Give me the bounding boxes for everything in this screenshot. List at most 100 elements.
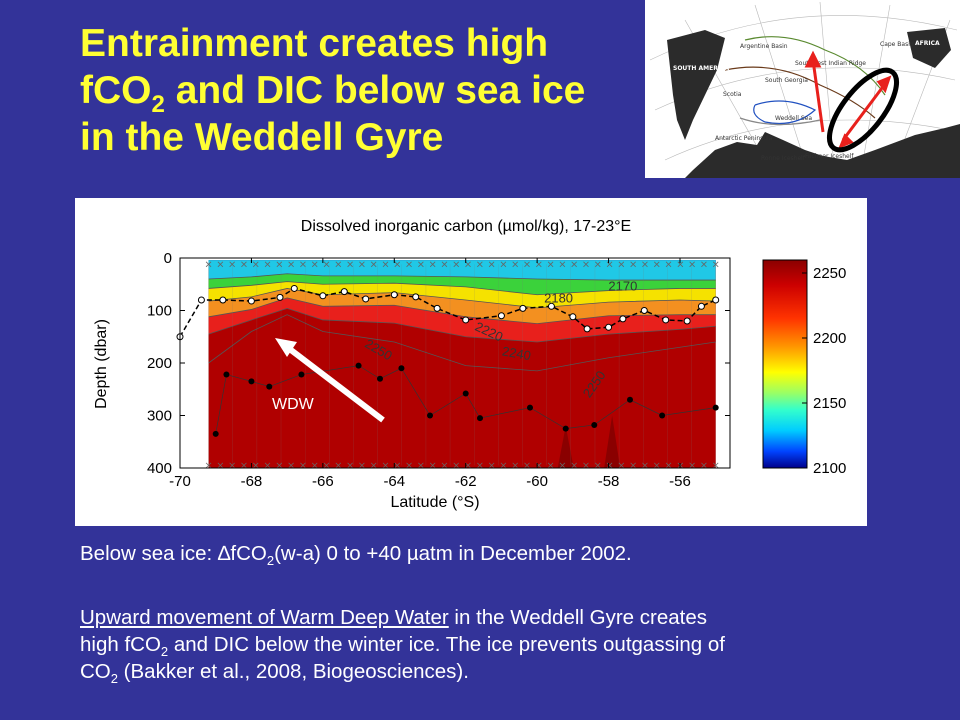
x-tick-label: -66	[312, 473, 334, 490]
wdw-core-point	[477, 415, 483, 422]
sample-marker	[606, 462, 613, 469]
title-line-2: fCO2 and DIC below sea ice	[80, 67, 640, 116]
sample-marker	[465, 462, 471, 469]
map-label-cape-basin: Cape Basin	[880, 41, 914, 48]
sample-marker	[418, 261, 424, 268]
mixed-layer-point	[290, 284, 298, 292]
title-fco: fCO	[80, 69, 152, 112]
wdw-core-point	[659, 412, 666, 419]
sample-marker	[500, 462, 507, 469]
dic-section-figure: Dissolved inorganic carbon (µmol/kg), 17…	[75, 198, 867, 526]
map-label-weddell-sea: Weddell Sea	[775, 115, 812, 122]
explanation-line-3-post: (Bakker et al., 2008, Biogeosciences).	[117, 660, 469, 683]
sample-marker	[618, 462, 625, 469]
sample-marker	[465, 261, 471, 268]
south-america-landmass	[667, 30, 725, 140]
map-label-ronne: Ronne Iceshelf	[761, 155, 806, 162]
summary-rest: (w-a) 0 to +40 µatm in December 2002.	[274, 542, 632, 565]
sample-marker	[382, 261, 389, 268]
explanation-line-3-pre: CO	[80, 660, 111, 683]
x-tick-label: -56	[669, 473, 691, 490]
wdw-core-point	[527, 404, 533, 411]
contour-label: 2240	[501, 343, 532, 363]
explanation-line-3-sub: 2	[110, 671, 118, 687]
sample-marker	[359, 462, 365, 469]
y-tick-label: 300	[147, 408, 172, 425]
sample-marker	[300, 462, 306, 469]
sample-marker	[229, 462, 235, 469]
contour-label: 2180	[544, 291, 573, 306]
mixed-layer-point	[569, 313, 577, 321]
dic-band-2245	[208, 308, 716, 371]
sample-marker	[252, 462, 259, 469]
sample-marker	[488, 462, 495, 469]
wdw-core-point	[398, 365, 405, 372]
colorbar-tick-label: 2200	[813, 330, 846, 347]
dic-band-2190	[208, 281, 716, 308]
wdw-core-point	[223, 371, 230, 378]
x-tick-label: -60	[526, 473, 548, 490]
dic-band-2170	[208, 273, 716, 295]
explanation-line-2-sub: 2	[160, 644, 169, 660]
sample-marker	[323, 462, 330, 469]
sample-marker	[311, 261, 318, 268]
chart-title: Dissolved inorganic carbon (µmol/kg), 17…	[301, 218, 631, 235]
sample-marker	[264, 462, 271, 469]
mixed-layer-point	[433, 304, 441, 312]
x-tick-label: -70	[169, 473, 191, 490]
sample-marker	[665, 462, 672, 469]
sample-marker	[323, 261, 330, 268]
wdw-arrow-head	[275, 338, 297, 357]
sample-marker	[594, 261, 601, 268]
summary-prefix: Below sea ice:	[80, 542, 218, 565]
sample-marker	[429, 462, 436, 469]
x-tick-label: -62	[455, 473, 477, 490]
explanation-line-3: CO2 (Bakker et al., 2008, Biogeosciences…	[80, 658, 725, 685]
map-label-south-georgia: South Georgia	[765, 77, 808, 84]
sample-marker	[418, 462, 424, 469]
mixed-layer-point	[390, 291, 398, 299]
mixed-layer-point	[219, 296, 227, 304]
sample-marker	[406, 261, 412, 268]
sample-marker	[370, 261, 377, 268]
x-tick-label: -68	[241, 473, 263, 490]
mixed-layer-point	[519, 304, 527, 312]
wdw-core-point	[627, 396, 633, 403]
sample-marker	[630, 462, 636, 469]
mixed-layer-point	[547, 302, 555, 310]
wdw-core-point	[712, 404, 719, 411]
sample-marker	[630, 261, 636, 268]
mixed-layer-point	[583, 325, 591, 333]
sample-marker	[653, 261, 660, 268]
map-label-south-america: SOUTH AMERICA	[673, 65, 729, 72]
map-red-arrows	[804, 50, 892, 149]
explanation-paragraph: Upward movement of Warm Deep Water in th…	[80, 604, 725, 685]
contour-line-2230	[208, 307, 716, 343]
wdw-core-point	[462, 390, 469, 397]
explanation-line-2: high fCO2 and DIC below the winter ice. …	[80, 631, 725, 658]
map-label-sw-indian-ridge: Southwest Indian Ridge	[795, 60, 866, 67]
mixed-layer-point	[319, 292, 327, 300]
sample-marker	[335, 261, 342, 268]
mixed-layer-point	[276, 293, 284, 301]
sample-marker	[217, 462, 224, 469]
contour-line-2245	[208, 314, 716, 372]
contour-line-2170	[208, 281, 716, 296]
y-tick-label: 200	[147, 355, 172, 372]
sample-marker	[559, 261, 566, 268]
y-tick-label: 100	[147, 303, 172, 320]
sample-marker	[441, 462, 448, 469]
wdw-core-point	[212, 430, 219, 437]
title-line-1: Entrainment creates high	[80, 22, 549, 65]
sample-marker	[205, 261, 212, 268]
sample-marker	[453, 261, 460, 268]
explanation-line-2-pre: high fCO	[80, 633, 161, 656]
sample-marker	[512, 261, 518, 268]
wdw-underlined-phrase: Upward movement of Warm Deep Water	[80, 606, 449, 629]
sample-marker	[488, 261, 495, 268]
sample-marker	[477, 261, 483, 268]
mixed-layer-point	[362, 295, 370, 303]
sample-marker	[382, 462, 389, 469]
contour-line-2190	[208, 288, 716, 309]
